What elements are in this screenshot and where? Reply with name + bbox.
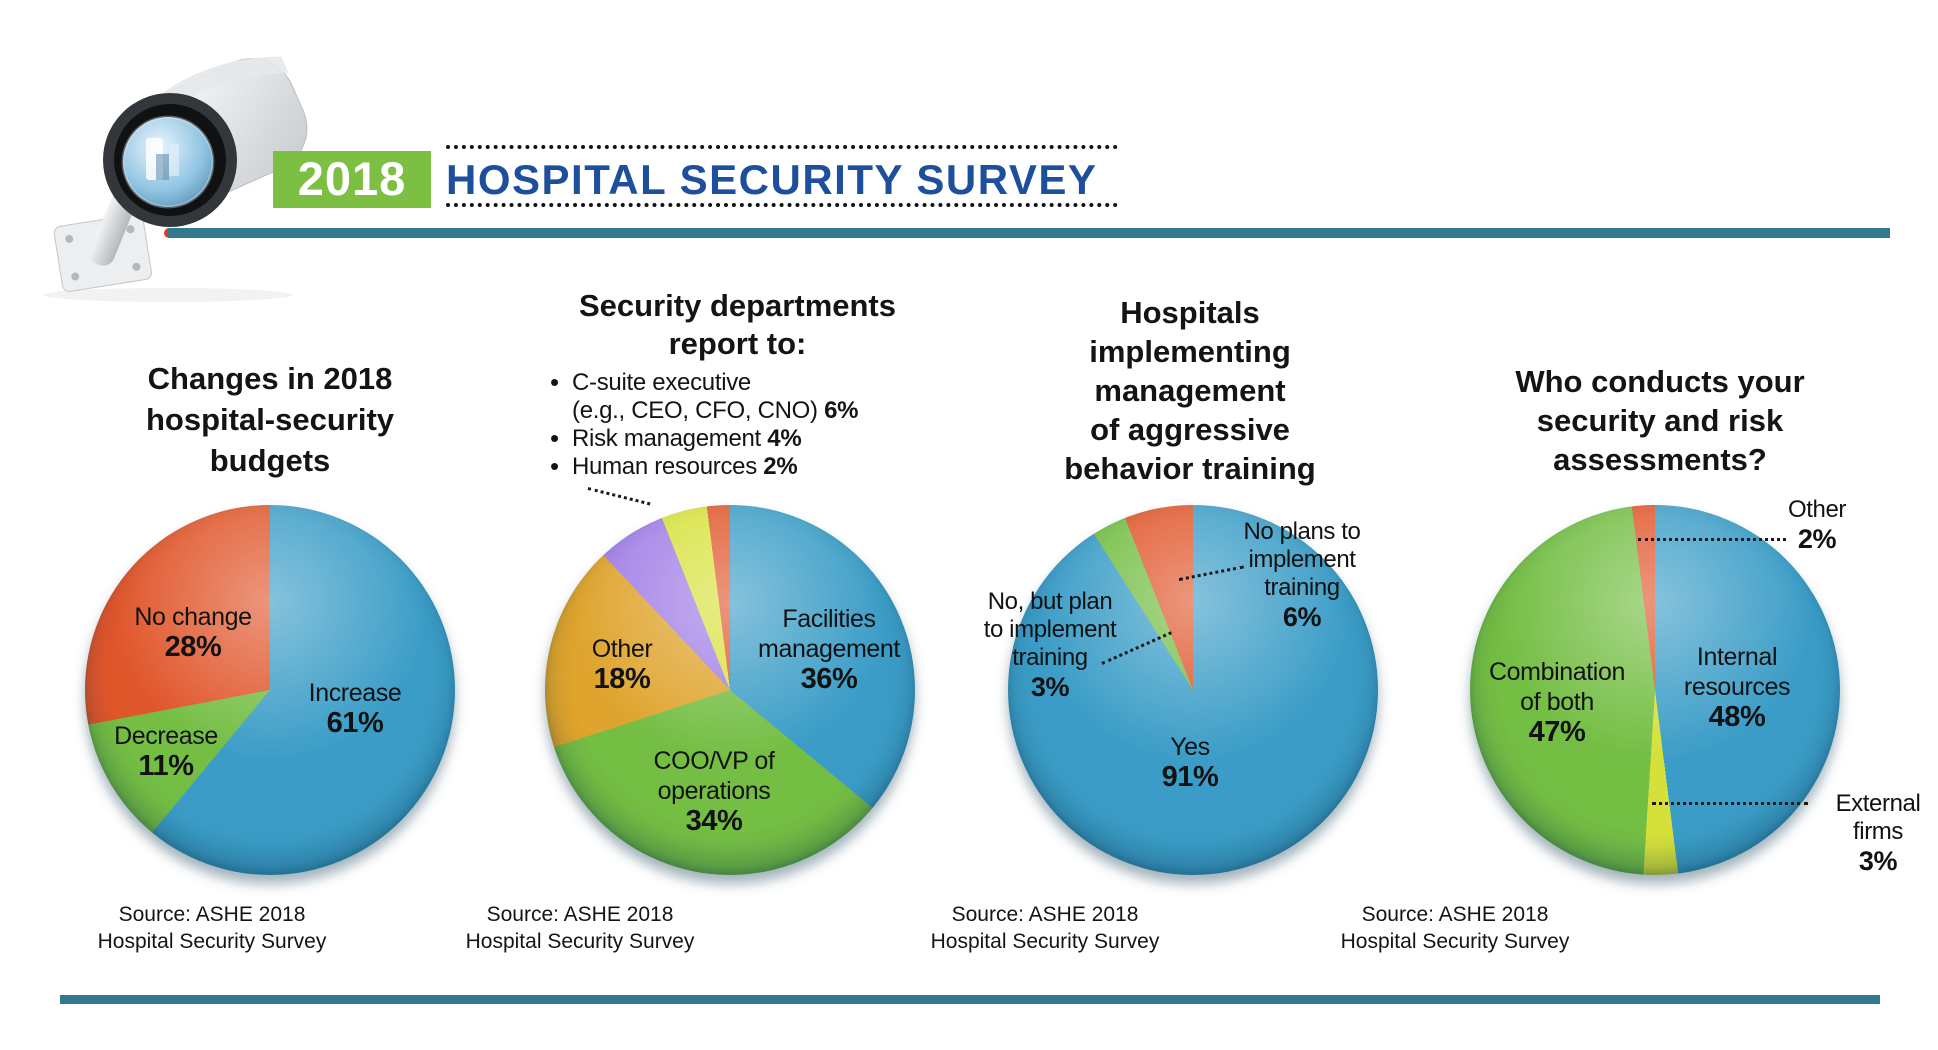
- legend-item-csuite: C-suite executive (e.g., CEO, CFO, CNO) …: [548, 368, 918, 425]
- label-no-change: No change 28%: [134, 603, 252, 663]
- pie-chart-report-to: [545, 505, 915, 875]
- label-no-but-plan-training: No, but plan to implement training 3%: [983, 588, 1117, 702]
- label-decrease: Decrease 11%: [114, 722, 218, 782]
- footer-divider: [60, 995, 1880, 1004]
- label-other-assessments: Other 2%: [1787, 496, 1847, 554]
- legend-item-hr: Human resources 2%: [548, 452, 918, 481]
- chart-title-behavior-training: Hospitals implementing management of agg…: [1064, 295, 1316, 486]
- security-camera-illustration: [43, 56, 308, 302]
- label-no-plans-training: No plans to implement training 6%: [1243, 518, 1361, 632]
- page-title: HOSPITAL SECURITY SURVEY: [446, 156, 1098, 203]
- pie-chart-budgets: [85, 505, 455, 875]
- leader-line-other: [1638, 538, 1786, 541]
- source-note: Source: ASHE 2018 Hospital Security Surve…: [930, 903, 1160, 953]
- source-note: Source: ASHE 2018 Hospital Security Surve…: [465, 903, 695, 953]
- legend-item-risk: Risk management 4%: [548, 424, 918, 453]
- header-dotted-rule-top: [446, 145, 1118, 149]
- year-badge: 2018: [273, 151, 431, 208]
- pie-chart-behavior-training: [1008, 505, 1378, 875]
- leader-line-legend: [587, 487, 651, 506]
- chart-title-budgets: Changes in 2018 hospital-security budget…: [145, 361, 395, 478]
- pie-chart-assessments: [1470, 505, 1840, 875]
- label-increase: Increase 61%: [308, 679, 402, 739]
- label-other-report-to: Other 18%: [591, 635, 653, 695]
- header-divider: [168, 228, 1890, 238]
- chart-title-assessments: Who conducts your security and risk asse…: [1515, 364, 1805, 477]
- leader-line-external-firms: [1652, 802, 1808, 805]
- label-external-firms: External firms 3%: [1835, 790, 1921, 876]
- label-internal-resources: Internal resources 48%: [1683, 643, 1791, 733]
- source-note: Source: ASHE 2018 Hospital Security Surve…: [1340, 903, 1570, 953]
- source-note: Source: ASHE 2018 Hospital Security Surve…: [97, 903, 327, 953]
- label-coo-vp-operations: COO/VP of operations 34%: [653, 747, 775, 837]
- legend-report-to: C-suite executive (e.g., CEO, CFO, CNO) …: [548, 368, 918, 481]
- header-dotted-rule-bottom: [446, 203, 1118, 207]
- label-yes: Yes 91%: [1161, 733, 1219, 793]
- label-combination-of-both: Combination of both 47%: [1489, 658, 1625, 748]
- label-facilities-management: Facilities management 36%: [758, 605, 900, 695]
- chart-title-report-to: Security departments report to:: [579, 288, 896, 361]
